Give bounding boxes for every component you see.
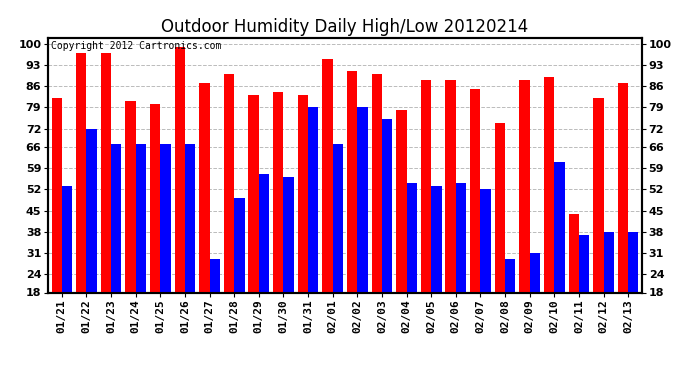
Bar xyxy=(520,80,530,292)
Bar xyxy=(234,198,244,292)
Bar xyxy=(593,98,604,292)
Bar xyxy=(111,144,121,292)
Bar xyxy=(224,74,234,292)
Bar xyxy=(495,123,505,292)
Bar xyxy=(505,259,515,292)
Bar xyxy=(333,144,343,292)
Bar xyxy=(618,83,628,292)
Bar xyxy=(456,183,466,292)
Bar xyxy=(101,53,111,292)
Bar xyxy=(86,129,97,292)
Bar xyxy=(382,120,393,292)
Bar xyxy=(446,80,456,292)
Text: Copyright 2012 Cartronics.com: Copyright 2012 Cartronics.com xyxy=(51,41,221,51)
Bar xyxy=(604,232,614,292)
Bar xyxy=(480,189,491,292)
Bar xyxy=(126,101,136,292)
Bar xyxy=(185,144,195,292)
Bar xyxy=(347,71,357,292)
Bar xyxy=(210,259,220,292)
Bar xyxy=(322,59,333,292)
Bar xyxy=(248,95,259,292)
Bar xyxy=(76,53,86,292)
Bar xyxy=(136,144,146,292)
Bar xyxy=(62,186,72,292)
Bar xyxy=(569,214,579,292)
Bar xyxy=(396,110,406,292)
Bar xyxy=(160,144,170,292)
Bar xyxy=(259,174,269,292)
Bar xyxy=(297,95,308,292)
Bar xyxy=(579,235,589,292)
Bar xyxy=(372,74,382,292)
Bar xyxy=(199,83,210,292)
Bar xyxy=(544,77,554,292)
Bar xyxy=(470,89,480,292)
Bar xyxy=(308,107,318,292)
Bar xyxy=(421,80,431,292)
Bar xyxy=(357,107,368,292)
Bar xyxy=(175,46,185,292)
Bar xyxy=(406,183,417,292)
Bar xyxy=(284,177,294,292)
Bar xyxy=(554,162,564,292)
Bar xyxy=(530,253,540,292)
Bar xyxy=(431,186,442,292)
Title: Outdoor Humidity Daily High/Low 20120214: Outdoor Humidity Daily High/Low 20120214 xyxy=(161,18,529,36)
Bar xyxy=(150,104,160,292)
Bar xyxy=(628,232,638,292)
Bar xyxy=(52,98,62,292)
Bar xyxy=(273,92,284,292)
